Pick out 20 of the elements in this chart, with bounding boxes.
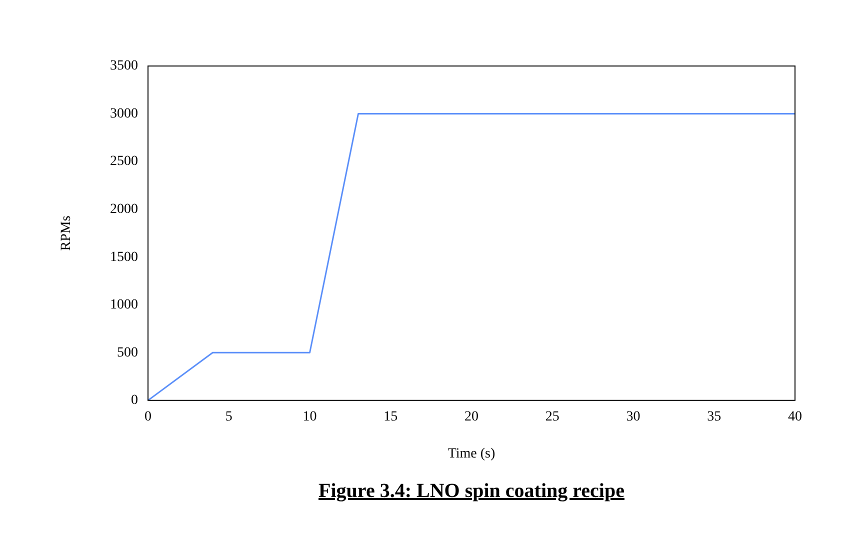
x-tick-label: 5 (225, 409, 232, 424)
y-tick-label: 500 (117, 345, 138, 360)
x-axis-title: Time (s) (448, 446, 496, 462)
x-tick-label: 20 (464, 409, 478, 424)
x-tick-label: 10 (302, 409, 317, 424)
y-tick-label: 1500 (110, 250, 138, 265)
y-axis-title: RPMs (59, 216, 74, 251)
x-tick-label: 35 (707, 409, 722, 424)
x-tick-label: 25 (545, 409, 560, 424)
y-tick-label: 3000 (110, 106, 138, 122)
x-tick-label: 15 (384, 409, 398, 424)
y-tick-label: 3500 (110, 58, 138, 74)
y-tick-label: 1000 (110, 298, 138, 313)
y-tick-label: 0 (131, 393, 138, 408)
y-tick-label: 2500 (110, 154, 138, 170)
x-tick-label: 40 (788, 409, 802, 424)
x-tick-label: 30 (626, 409, 640, 424)
text: Figure 3.4: LNO spin coating recipe (318, 480, 626, 503)
y-tick-label: 2000 (110, 202, 138, 217)
x-tick-label: 0 (144, 409, 152, 424)
